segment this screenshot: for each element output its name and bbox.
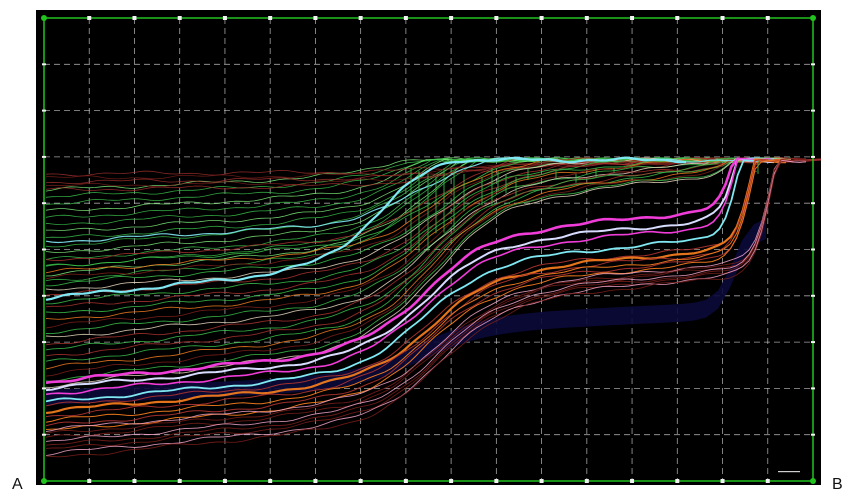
layer-line: [45, 159, 807, 449]
grid-tick-bottom: [584, 479, 589, 483]
layer-line: [45, 157, 807, 458]
grid-tick-top: [449, 16, 454, 20]
grid-tick-top: [87, 16, 92, 20]
corner-marker: [810, 478, 816, 484]
layer-line: [45, 159, 787, 407]
layer-line: [45, 157, 792, 362]
vertical-spikes: [410, 160, 759, 253]
grid-tick-bottom: [630, 479, 635, 483]
layer-line: [45, 158, 807, 434]
grid-tick-top: [720, 16, 725, 20]
layer-line: [45, 159, 807, 442]
grid-tick-left: [42, 155, 46, 158]
grid-tick-top: [313, 16, 318, 20]
grid-tick-bottom: [403, 479, 408, 483]
grid-tick-left: [42, 109, 46, 112]
section-start-label: A: [12, 476, 23, 493]
grid-tick-right: [811, 109, 815, 112]
grid-tick-bottom: [675, 479, 680, 483]
grid-markers: [41, 15, 816, 484]
grid-tick-bottom: [449, 479, 454, 483]
layer-line: [45, 157, 792, 338]
layer-line: [45, 157, 792, 346]
cross-section-plot: [41, 15, 821, 484]
layer-line: [45, 157, 775, 396]
grid-tick-bottom: [720, 479, 725, 483]
grid-tick-top: [630, 16, 635, 20]
grid-tick-left: [42, 433, 46, 436]
grid-tick-left: [42, 63, 46, 66]
grid-tick-top: [765, 16, 770, 20]
layer-line: [45, 159, 792, 370]
grid-tick-bottom: [87, 479, 92, 483]
cross-section-panel: [36, 10, 821, 485]
layer-line: [45, 158, 775, 392]
grid-tick-bottom: [313, 479, 318, 483]
layer-line: [45, 159, 807, 446]
grid-tick-right: [811, 248, 815, 251]
layer-line: [45, 157, 792, 382]
grid-tick-top: [675, 16, 680, 20]
layer-line: [45, 159, 807, 433]
layer-line: [45, 158, 792, 377]
layer-line: [45, 158, 775, 403]
layer-line: [45, 158, 787, 418]
layer-line: [45, 157, 792, 357]
grid-tick-right: [811, 294, 815, 297]
grid-tick-bottom: [268, 479, 273, 483]
grid-tick-bottom: [132, 479, 137, 483]
layer-line: [45, 157, 807, 438]
grid-tick-bottom: [539, 479, 544, 483]
grid-tick-bottom: [358, 479, 363, 483]
grid-tick-top: [268, 16, 273, 20]
grid-tick-left: [42, 294, 46, 297]
grid-tick-right: [811, 387, 815, 390]
corner-marker: [41, 15, 47, 21]
layer-line: [45, 157, 772, 244]
grid-tick-bottom: [494, 479, 499, 483]
layer-line: [45, 159, 821, 180]
layer-line: [45, 158, 787, 415]
grid-tick-right: [811, 63, 815, 66]
corner-marker: [41, 478, 47, 484]
grid-tick-right: [811, 341, 815, 344]
scale-bar: [778, 471, 800, 473]
layer-line: [45, 158, 787, 427]
grid-tick-top: [358, 16, 363, 20]
grid-tick-top: [177, 16, 182, 20]
grid-tick-left: [42, 248, 46, 251]
grid-tick-right: [811, 202, 815, 205]
grid-tick-top: [403, 16, 408, 20]
layer-lines: [45, 156, 821, 458]
grid-tick-bottom: [177, 479, 182, 483]
grid-tick-bottom: [222, 479, 227, 483]
grid-tick-left: [42, 202, 46, 205]
grid-tick-bottom: [765, 479, 770, 483]
layer-line: [45, 159, 787, 430]
layer-line: [45, 160, 787, 423]
grid-tick-top: [584, 16, 589, 20]
grid-tick-left: [42, 387, 46, 390]
grid-tick-top: [494, 16, 499, 20]
layer-line: [45, 157, 782, 192]
grid-tick-top: [539, 16, 544, 20]
section-end-label: B: [832, 476, 843, 493]
grid-tick-left: [42, 341, 46, 344]
grid-tick-right: [811, 155, 815, 158]
layer-line: [45, 157, 775, 385]
corner-marker: [810, 15, 816, 21]
fill-band: [46, 218, 766, 405]
grid-tick-right: [811, 433, 815, 436]
grid-tick-top: [222, 16, 227, 20]
grid-tick-top: [132, 16, 137, 20]
